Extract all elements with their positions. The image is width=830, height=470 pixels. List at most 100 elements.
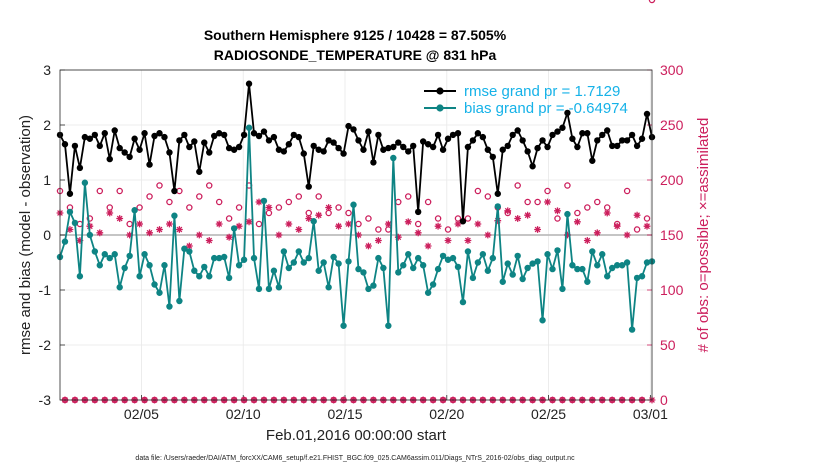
possible-obs-marker bbox=[345, 209, 352, 217]
bias-point bbox=[484, 267, 492, 274]
rmse-point bbox=[101, 130, 108, 137]
y2-tick-label: 100 bbox=[660, 282, 684, 298]
bias-point bbox=[156, 289, 163, 296]
rmse-point bbox=[166, 149, 173, 156]
possible-obs-marker bbox=[146, 193, 153, 200]
bias-point bbox=[225, 274, 233, 282]
bias-point bbox=[564, 210, 571, 218]
assimilated-obs-marker bbox=[544, 198, 551, 206]
bias-point bbox=[419, 262, 427, 269]
rmse-point bbox=[534, 144, 541, 152]
possible-obs-marker bbox=[225, 215, 233, 222]
y2-tick-label: 0 bbox=[660, 392, 668, 408]
bias-point bbox=[265, 285, 273, 293]
bias-point bbox=[579, 265, 586, 273]
possible-obs-marker bbox=[365, 215, 372, 222]
bias-point bbox=[86, 231, 94, 239]
assimilated-obs-marker bbox=[514, 215, 522, 222]
assimilated-obs-marker bbox=[534, 226, 541, 233]
bias-point bbox=[136, 273, 143, 280]
bias-point bbox=[544, 251, 551, 258]
bias-point bbox=[385, 322, 392, 329]
rmse-point bbox=[61, 141, 69, 148]
rmse-point bbox=[176, 137, 183, 144]
bias-point bbox=[405, 251, 412, 258]
assimilated-obs-marker bbox=[374, 237, 382, 244]
assimilated-obs-marker bbox=[583, 237, 591, 244]
rmse-point bbox=[370, 159, 377, 166]
rmse-point bbox=[335, 144, 342, 152]
bias-point bbox=[121, 264, 128, 272]
assimilated-obs-marker bbox=[295, 226, 303, 233]
assimilated-obs-marker bbox=[255, 198, 263, 206]
bias-point bbox=[360, 269, 367, 276]
assimilated-obs-marker bbox=[593, 229, 601, 237]
rmse-point bbox=[156, 130, 163, 137]
bias-point bbox=[181, 245, 188, 252]
assimilated-obs-marker bbox=[355, 231, 362, 239]
bias-point bbox=[514, 252, 521, 260]
possible-obs-marker bbox=[275, 204, 283, 211]
rmse-point bbox=[599, 131, 606, 139]
rmse-point bbox=[136, 146, 143, 153]
rmse-point bbox=[395, 139, 402, 146]
bias-point bbox=[66, 208, 74, 216]
bias-point bbox=[609, 264, 616, 272]
bias-point bbox=[230, 225, 238, 232]
bias-point bbox=[106, 254, 113, 262]
rmse-point bbox=[186, 143, 193, 151]
rmse-point bbox=[86, 135, 94, 142]
rmse-point bbox=[255, 132, 263, 140]
rmse-point bbox=[623, 137, 631, 144]
y-tick-label: -2 bbox=[39, 337, 52, 353]
bias-point bbox=[519, 275, 526, 283]
possible-obs-marker bbox=[534, 198, 541, 206]
rmse-point bbox=[345, 122, 352, 130]
bias-point bbox=[215, 254, 223, 262]
rmse-point bbox=[589, 157, 596, 164]
y-tick-label: -1 bbox=[39, 282, 52, 298]
legend: rmse grand pr = 1.7129 bias grand pr = -… bbox=[424, 83, 628, 117]
bias-point bbox=[599, 251, 606, 258]
bias-point bbox=[166, 303, 173, 310]
bias-point bbox=[469, 274, 477, 282]
rmse-point bbox=[459, 218, 467, 225]
bias-point bbox=[191, 267, 198, 274]
y2-tick-label: 300 bbox=[660, 62, 684, 78]
assimilated-obs-marker bbox=[335, 222, 342, 230]
possible-obs-marker bbox=[643, 215, 651, 222]
rmse-point bbox=[280, 148, 288, 155]
bias-point bbox=[370, 282, 377, 289]
legend-rmse-label: rmse grand pr = 1.7129 bbox=[464, 83, 620, 100]
bias-point bbox=[310, 218, 317, 225]
assimilated-obs-marker bbox=[613, 222, 621, 230]
rmse-point bbox=[76, 164, 84, 172]
bias-point bbox=[390, 154, 397, 162]
bias-point bbox=[638, 273, 646, 280]
rmse-point bbox=[66, 190, 74, 197]
bias-point bbox=[613, 262, 621, 269]
assimilated-obs-marker bbox=[166, 220, 173, 228]
possible-obs-marker bbox=[375, 226, 382, 233]
rmse-point bbox=[424, 141, 432, 148]
rmse-point bbox=[201, 139, 208, 146]
assimilated-obs-marker bbox=[573, 218, 581, 226]
rmse-point bbox=[106, 155, 113, 163]
assimilated-obs-marker bbox=[245, 218, 253, 226]
rmse-point bbox=[355, 137, 362, 144]
assimilated-obs-marker bbox=[225, 233, 233, 241]
rmse-point bbox=[604, 127, 611, 134]
rmse-point bbox=[320, 148, 327, 155]
possible-obs-marker bbox=[564, 182, 571, 189]
assimilated-obs-marker bbox=[126, 231, 134, 239]
bias-point bbox=[439, 252, 447, 260]
assimilated-obs-marker bbox=[623, 231, 631, 239]
bias-point bbox=[509, 271, 516, 278]
bias-point bbox=[504, 260, 511, 267]
bias-point bbox=[489, 254, 497, 262]
rmse-point bbox=[81, 133, 89, 141]
rmse-point bbox=[206, 149, 213, 156]
bias-point bbox=[111, 251, 118, 258]
rmse-point bbox=[121, 149, 128, 156]
